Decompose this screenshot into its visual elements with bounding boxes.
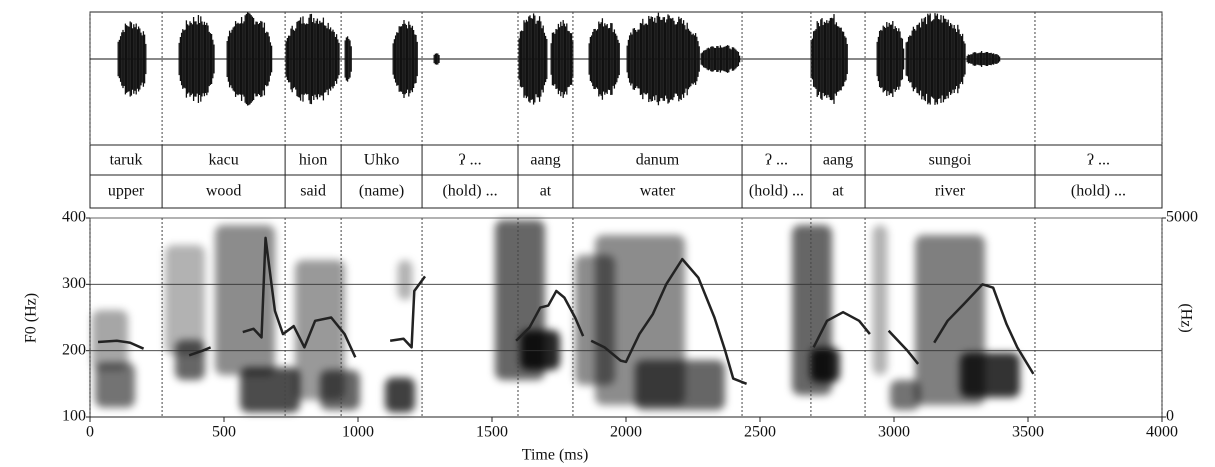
y-tick-label: 300 [62,275,86,292]
x-tick-label: 500 [212,424,236,441]
word-label: aang [823,152,853,169]
word-label: Uhko [364,152,400,169]
word-label: ʔ ... [458,152,481,169]
word-label: hion [299,152,327,169]
x-tick-label: 1000 [342,424,374,441]
x-tick-label: 2500 [744,424,776,441]
gloss-label: upper [108,183,145,200]
y-tick-label: 100 [62,408,86,425]
gloss-label: (hold) ... [749,183,804,200]
f0-line [97,339,145,350]
spectrogram-energy [385,377,415,413]
f0-line [812,310,871,348]
gloss-label: (name) [359,183,404,200]
spectrogram-energy [810,347,840,383]
spectrogram-energy [520,330,560,370]
spectrogram-energy [872,225,888,375]
gloss-label: (hold) ... [1071,183,1126,200]
spectrogram-energy [397,260,413,300]
word-label: ʔ ... [1087,152,1110,169]
word-label: aang [530,152,560,169]
x-tick-label: 1500 [476,424,508,441]
f0-line [933,283,1035,375]
spectrogram-energy [960,352,1020,398]
y2-tick-label: 0 [1166,408,1174,425]
gloss-label: river [935,183,966,200]
word-label: sungoi [929,152,972,169]
x-tick-label: 2000 [610,424,642,441]
f0-line [590,257,748,385]
f0-line [887,329,920,365]
word-label: kacu [208,152,238,169]
spectrogram [92,220,1020,413]
f0-line [188,346,212,357]
gloss-label: said [300,183,326,200]
y2-tick-label: 5000 [1166,209,1198,226]
spectrogram-energy [320,370,360,410]
gloss-label: water [640,183,676,200]
x-axis-label: Time (ms) [522,447,589,464]
gloss-label: (hold) ... [442,183,497,200]
spectrogram-energy [165,245,205,355]
x-tick-label: 4000 [1146,424,1178,441]
f0-line [242,236,357,358]
x-tick-label: 0 [86,424,94,441]
spectrogram-energy [240,367,300,413]
x-tick-label: 3500 [1012,424,1044,441]
f0-line [389,275,427,349]
y2-axis-label: (Hz) [1177,303,1194,332]
f0-line [515,289,585,342]
word-label: taruk [110,152,143,169]
word-label: danum [636,152,680,169]
x-tick-label: 3000 [878,424,910,441]
spectrogram-energy [635,360,725,410]
y-tick-label: 400 [62,209,86,226]
spectrogram-energy [295,260,345,400]
spectrogram-energy [175,340,205,380]
y-tick-label: 200 [62,341,86,358]
spectrogram-energy [890,380,920,410]
y-axis-label: F0 (Hz) [23,293,40,343]
gloss-label: at [832,183,844,200]
waveform [90,12,1162,106]
gloss-label: wood [206,183,242,200]
spectrogram-energy [95,362,135,408]
word-label: ʔ ... [765,152,788,169]
gloss-label: at [540,183,552,200]
